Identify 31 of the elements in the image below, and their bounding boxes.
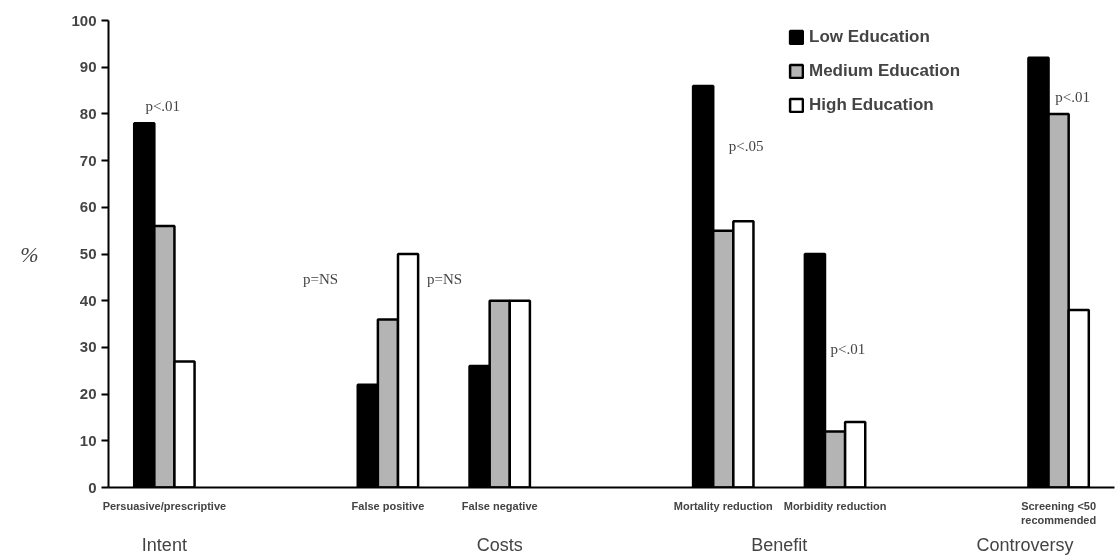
text: Controversy [976,534,1074,555]
text: Intent [141,534,187,555]
text: Costs [476,534,523,555]
y-tick-label: 50 [79,245,97,262]
y-tick-label: 70 [79,151,97,169]
x-tick-label: Screening <50 recommended [1021,499,1097,526]
y-tick-label: 80 [79,104,97,122]
annotation: p=NS [427,270,463,287]
y-tick-label: 10 [79,431,97,449]
text: Benefit [751,534,808,555]
x-tick-label: False negative [461,499,538,512]
y-axis-title: % [20,241,39,267]
y-tick-label: 40 [79,291,97,309]
annotation: p<.01 [145,97,181,114]
x-tick-label: Morbidity reduction [783,499,887,512]
annotation: p<.01 [830,340,866,357]
legend-label: Low Education [809,27,930,47]
x-tick-label: Persuasive/prescriptive [102,499,227,512]
annotation: p<.05 [728,137,764,154]
x-tick-label: False positive [351,499,425,512]
y-tick-label: 0 [88,478,97,496]
y-tick-label: 60 [79,198,97,216]
annotation: p<.01 [1055,88,1090,105]
legend-label: Medium Education [809,61,961,81]
y-tick-label: 20 [79,385,97,403]
y-tick-label: 30 [79,338,97,356]
annotation: p=NS [302,270,339,287]
y-tick-label: 90 [79,58,97,76]
x-tick-label: Mortality reduction [673,499,774,512]
y-tick-label: 100 [71,11,97,29]
legend-label: High Education [809,95,934,115]
